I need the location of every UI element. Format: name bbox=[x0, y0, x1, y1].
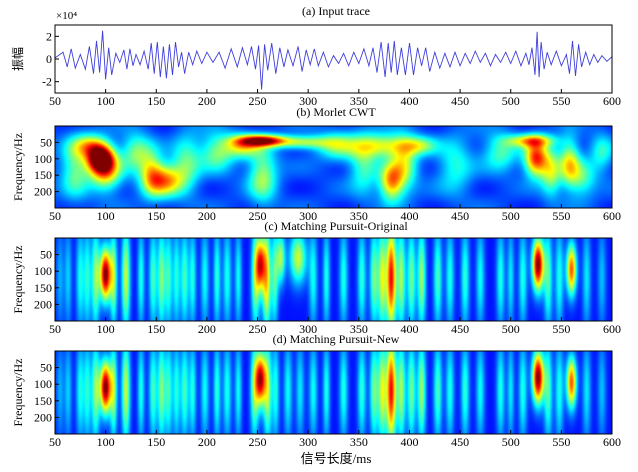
x-tick-label: 600 bbox=[603, 322, 621, 336]
x-tick-label: 450 bbox=[451, 435, 469, 449]
panel-input-trace: 50 100 150 200 250 300 350 400 450 500 550 600 -2 0 2 (… bbox=[10, 4, 621, 108]
x-tick-label: 350 bbox=[350, 94, 368, 108]
y-tick-label: 2 bbox=[46, 29, 52, 43]
spectrogram-image bbox=[55, 126, 612, 208]
x-tick-label: 100 bbox=[97, 209, 115, 223]
y-tick-label: 100 bbox=[34, 264, 52, 278]
panel-mp-original: 50 100 150 200 250 300 350 400 450 500 550 600 50 100… bbox=[11, 219, 621, 336]
y-tick-label: 50 bbox=[40, 361, 52, 375]
x-tick-label: 450 bbox=[451, 209, 469, 223]
x-axis-label: 信号长度/ms bbox=[301, 451, 372, 466]
y-axis-label: Frequency/Hz bbox=[11, 133, 25, 201]
x-tick-label: 500 bbox=[502, 322, 520, 336]
x-tick-label: 250 bbox=[249, 322, 267, 336]
y-tick-label: 50 bbox=[40, 135, 52, 149]
x-tick-label: 300 bbox=[299, 209, 317, 223]
y-axis-label: Frequency/Hz bbox=[11, 246, 25, 314]
x-tick-label: 550 bbox=[552, 209, 570, 223]
x-tick-label: 350 bbox=[350, 435, 368, 449]
x-tick-label: 250 bbox=[249, 209, 267, 223]
axes-frame bbox=[54, 24, 613, 94]
x-tick-label: 50 bbox=[49, 94, 61, 108]
spectrogram-canvas bbox=[55, 238, 612, 321]
y-multiplier-label: ×10⁴ bbox=[56, 10, 77, 22]
panel-title: (b) Morlet CWT bbox=[296, 105, 376, 119]
panel-morlet-cwt: 50 100 150 200 250 300 350 400 450 500 550 600 50 100… bbox=[11, 105, 621, 223]
y-axis-label: Frequency/Hz bbox=[11, 359, 25, 427]
x-tick-label: 450 bbox=[451, 94, 469, 108]
y-tick-label: 100 bbox=[34, 152, 52, 166]
x-tick-label: 300 bbox=[299, 94, 317, 108]
x-tick-label: 200 bbox=[198, 209, 216, 223]
panel-mp-new: 50 100 150 200 250 300 350 400 450 500 550 600 50 100… bbox=[11, 332, 621, 449]
x-tick-label: 500 bbox=[502, 209, 520, 223]
x-tick-label: 150 bbox=[147, 435, 165, 449]
x-tick-label: 600 bbox=[603, 209, 621, 223]
x-tick-label: 100 bbox=[97, 435, 115, 449]
x-tick-label: 300 bbox=[299, 322, 317, 336]
y-tick-label: 100 bbox=[34, 377, 52, 391]
x-tick-label: 350 bbox=[350, 322, 368, 336]
spectrogram-canvas bbox=[55, 126, 612, 208]
x-tick-label: 300 bbox=[299, 435, 317, 449]
y-tick-label: 0 bbox=[46, 52, 52, 66]
panel-title: (c) Matching Pursuit-Original bbox=[264, 219, 408, 233]
x-tick-label: 150 bbox=[147, 209, 165, 223]
x-tick-label: 350 bbox=[350, 209, 368, 223]
x-tick-label: 250 bbox=[249, 94, 267, 108]
x-tick-label: 600 bbox=[603, 94, 621, 108]
y-tick-label: -2 bbox=[42, 75, 52, 89]
spectrogram-canvas bbox=[55, 351, 612, 434]
x-tick-label: 50 bbox=[49, 435, 61, 449]
x-tick-label: 150 bbox=[147, 322, 165, 336]
x-tick-label: 400 bbox=[400, 435, 418, 449]
x-tick-label: 400 bbox=[400, 322, 418, 336]
y-tick-label: 150 bbox=[34, 168, 52, 182]
x-tick-label: 550 bbox=[552, 322, 570, 336]
y-axis-label: 振幅 bbox=[10, 47, 25, 71]
y-tick-label: 150 bbox=[34, 394, 52, 408]
x-tick-label: 250 bbox=[249, 435, 267, 449]
axes-frame bbox=[54, 237, 613, 322]
y-tick-label: 200 bbox=[34, 410, 52, 424]
x-tick-label: 600 bbox=[603, 435, 621, 449]
x-tick-label: 200 bbox=[198, 94, 216, 108]
y-tick-label: 200 bbox=[34, 297, 52, 311]
x-tick-label: 400 bbox=[400, 209, 418, 223]
x-tick-label: 50 bbox=[49, 209, 61, 223]
axes-frame bbox=[54, 125, 613, 209]
x-tick-label: 500 bbox=[502, 435, 520, 449]
axes-frame bbox=[54, 350, 613, 435]
x-tick-label: 500 bbox=[502, 94, 520, 108]
x-tick-label: 100 bbox=[97, 322, 115, 336]
x-tick-label: 100 bbox=[97, 94, 115, 108]
spectrogram-image bbox=[55, 238, 612, 321]
panel-title: (a) Input trace bbox=[302, 4, 370, 18]
x-tick-label: 550 bbox=[552, 435, 570, 449]
x-tick-label: 400 bbox=[400, 94, 418, 108]
trace-line bbox=[54, 30, 613, 90]
y-tick-label: 50 bbox=[40, 248, 52, 262]
spectrogram-image bbox=[55, 351, 612, 434]
y-tick-label: 150 bbox=[34, 281, 52, 295]
x-tick-label: 200 bbox=[198, 322, 216, 336]
x-tick-label: 200 bbox=[198, 435, 216, 449]
x-tick-label: 50 bbox=[49, 322, 61, 336]
x-tick-label: 150 bbox=[147, 94, 165, 108]
y-tick-label: 200 bbox=[34, 185, 52, 199]
panel-title: (d) Matching Pursuit-New bbox=[273, 332, 400, 346]
x-tick-label: 450 bbox=[451, 322, 469, 336]
x-tick-label: 550 bbox=[552, 94, 570, 108]
